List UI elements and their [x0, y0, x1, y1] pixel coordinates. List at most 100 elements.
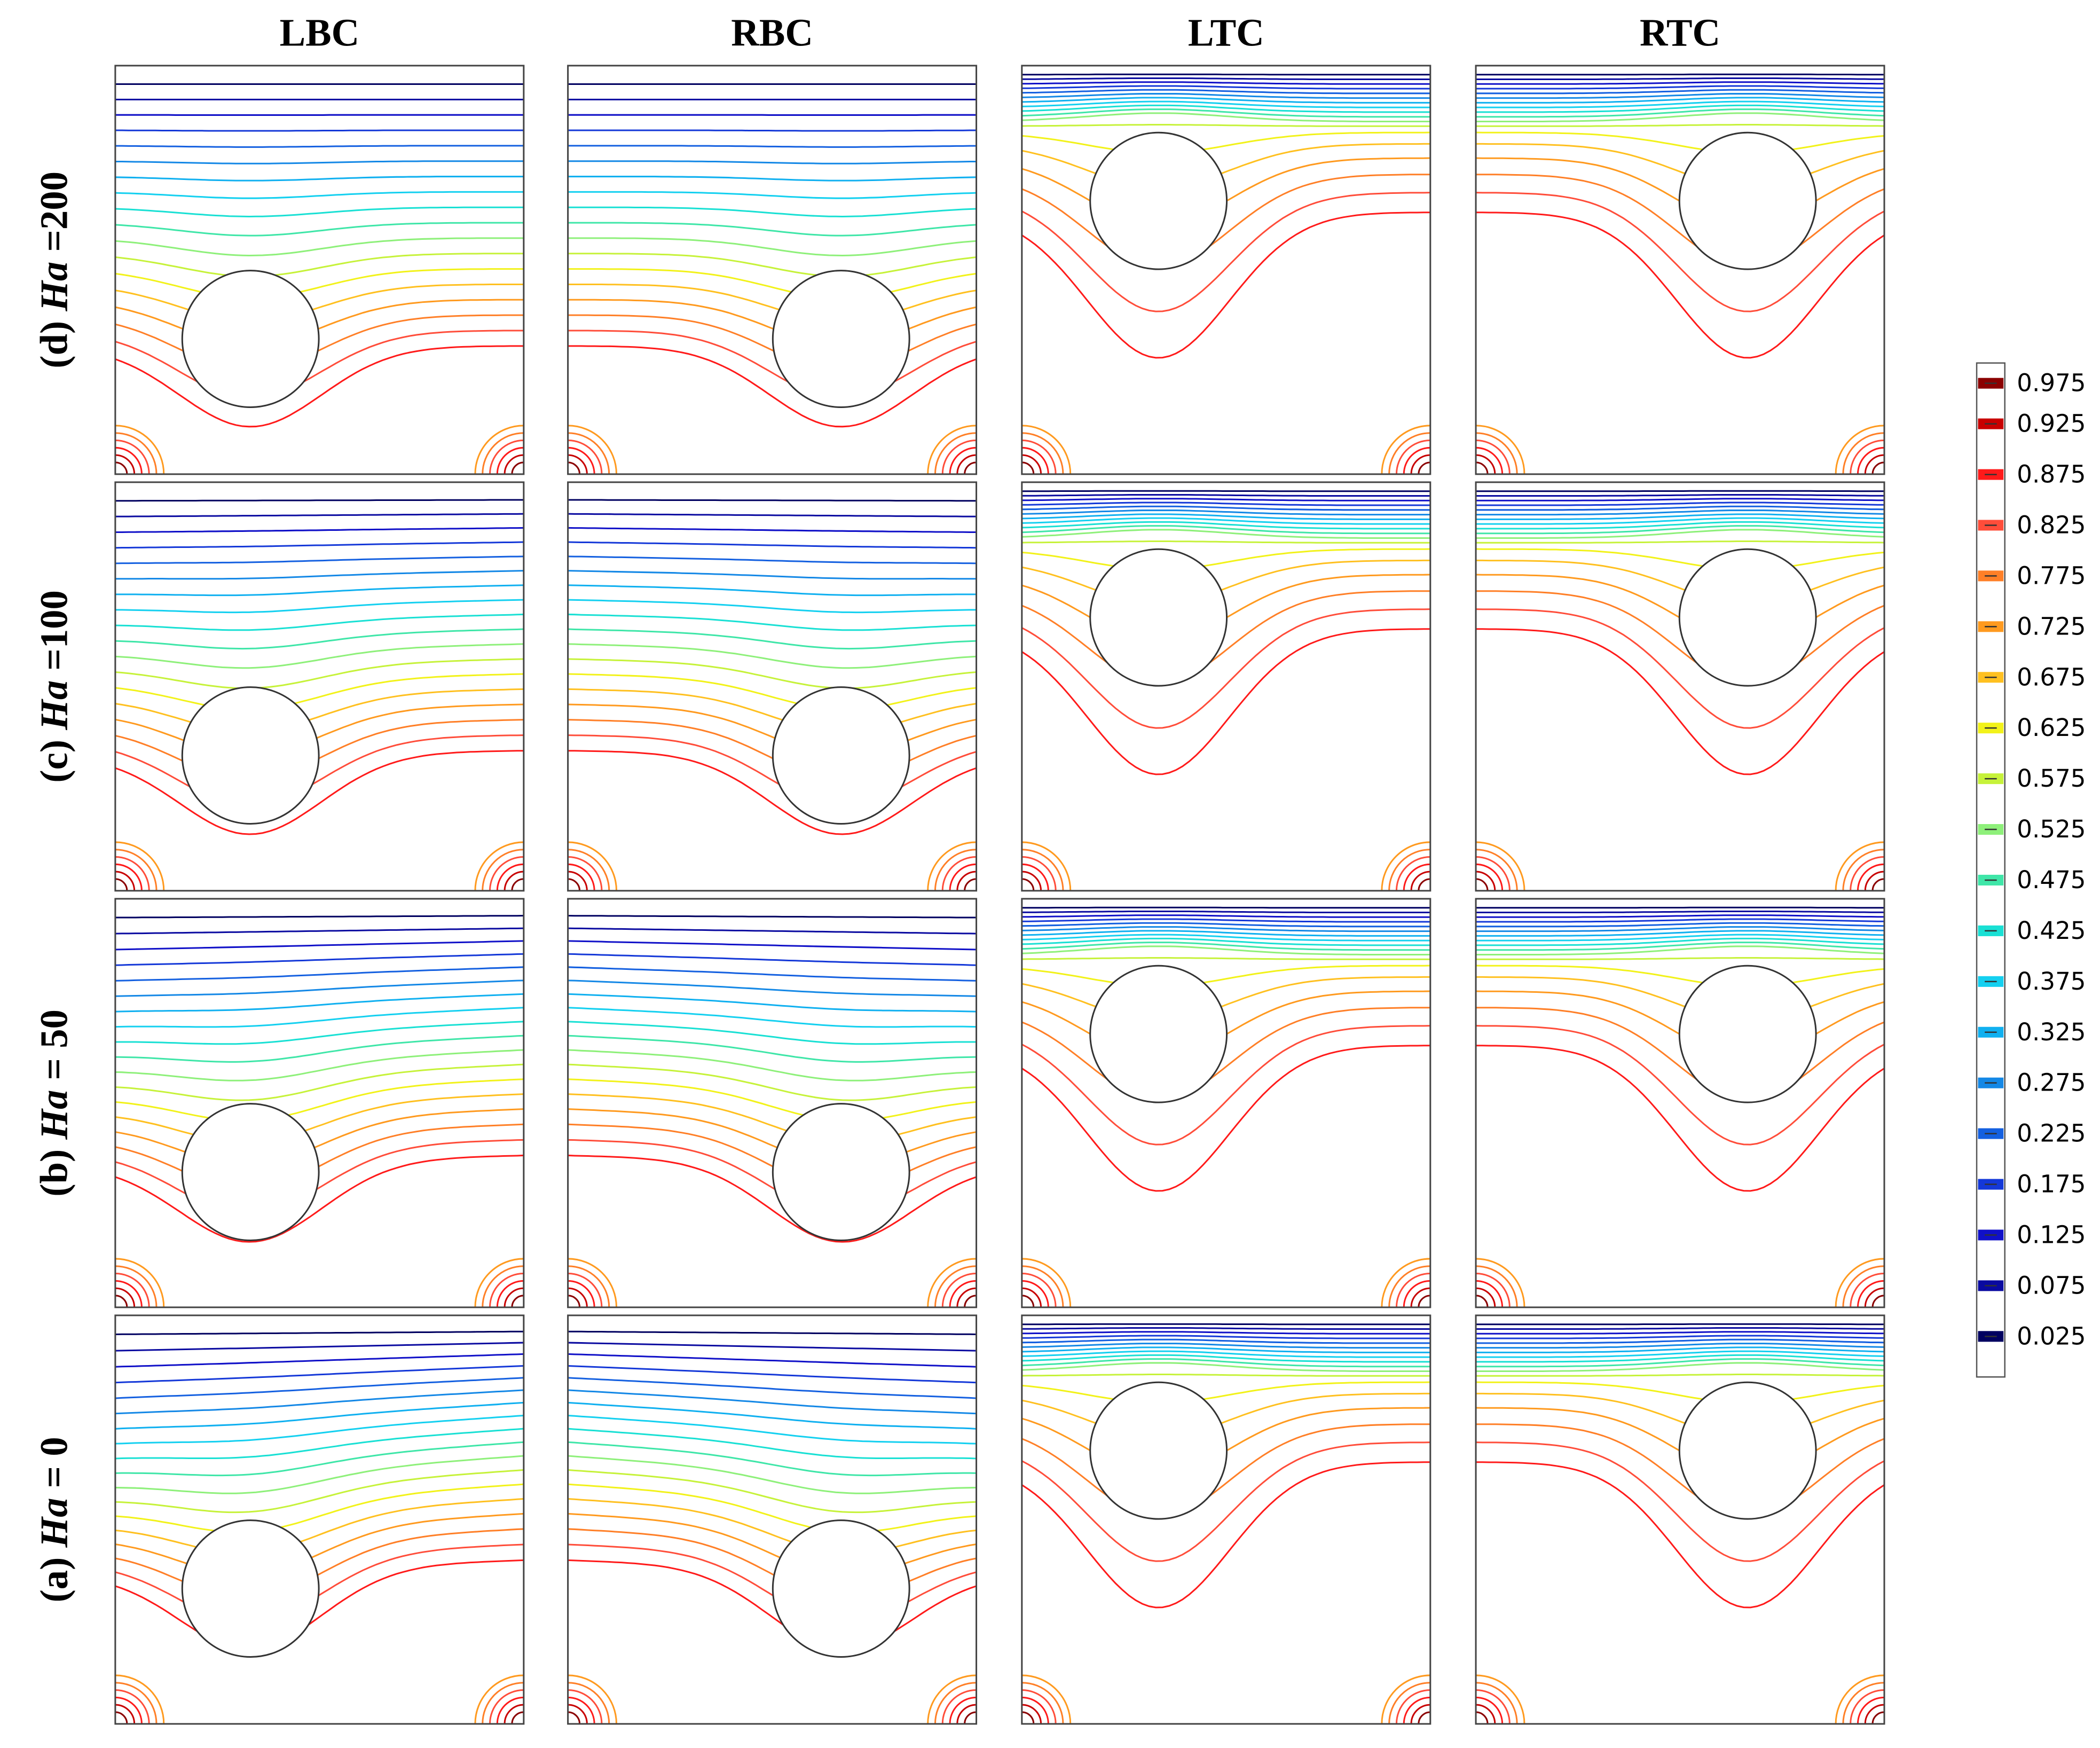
contour-line: [1410, 1287, 1430, 1307]
contour-line: [1021, 871, 1042, 891]
contour-line: [568, 849, 610, 891]
contour-line: [1021, 505, 1430, 511]
contour-line: [1476, 1354, 1885, 1363]
row-label-variable: Ha: [33, 262, 76, 312]
contour-line: [115, 856, 150, 891]
contour-line: [1476, 1346, 1885, 1353]
contour-line: [927, 425, 977, 474]
colorbar-tick-label: 0.875: [2017, 460, 2086, 489]
row-label: (b) Ha = 50: [33, 1009, 76, 1197]
contour-line: [1476, 1343, 1885, 1349]
contour-line: [1476, 1287, 1496, 1307]
contour-line: [949, 1696, 977, 1724]
contour-line: [1476, 174, 1885, 269]
contour-line: [949, 446, 977, 474]
contour-line: [115, 1543, 524, 1625]
contour-line: [482, 1682, 524, 1724]
contour-line: [1021, 841, 1072, 891]
contour-line: [511, 1295, 524, 1307]
contour-line: [1476, 1350, 1885, 1358]
contour-line: [927, 841, 977, 891]
panel-frame: [1021, 1314, 1432, 1725]
contour-line: [956, 871, 977, 891]
panel: [1476, 906, 1885, 1307]
contour-line: [1021, 1265, 1064, 1307]
contour-line: [1476, 957, 1885, 960]
contour-line: [1476, 1338, 1885, 1344]
contour-line: [115, 1034, 524, 1063]
colorbar-tick-label: 0.325: [2017, 1018, 2086, 1046]
contour-line: [568, 1295, 581, 1307]
contour-line: [115, 191, 524, 199]
panel: [568, 499, 977, 891]
contour-line: [1381, 1674, 1430, 1724]
contour-line: [1476, 509, 1885, 516]
contour-line: [115, 1273, 150, 1307]
contour-line: [115, 719, 524, 781]
contour-line: [568, 1021, 977, 1045]
contour-line: [1476, 1280, 1504, 1307]
contour-line: [568, 584, 977, 597]
contour-line: [115, 613, 524, 631]
contour-line: [1021, 425, 1072, 474]
contour-line: [568, 499, 977, 502]
contour-line: [115, 688, 524, 733]
contour-line: [1476, 100, 1885, 108]
contour-line: [568, 750, 977, 835]
contour-line: [1476, 926, 1885, 932]
colorbar-tick-label: 0.625: [2017, 714, 2086, 742]
contour-line: [115, 176, 524, 182]
contour-line: [568, 1342, 977, 1352]
contour-line: [568, 1280, 595, 1307]
contour-line: [115, 253, 524, 278]
contour-line: [568, 1063, 977, 1101]
contour-line: [1418, 878, 1430, 891]
contour-line: [1410, 1704, 1430, 1724]
contour-line: [1476, 841, 1525, 891]
cylinder: [181, 1103, 320, 1241]
contour-line: [1476, 513, 1885, 520]
contour-line: [1476, 1045, 1885, 1192]
contour-line: [1476, 590, 1885, 685]
contour-line: [1857, 1280, 1885, 1307]
contour-line: [568, 688, 977, 733]
contour-line: [1842, 1682, 1885, 1724]
panel-frame: [114, 898, 525, 1308]
contour-line: [1021, 548, 1430, 571]
contour-line: [511, 878, 524, 891]
contour-line: [1021, 446, 1049, 474]
contour-line: [568, 1377, 977, 1399]
contour-line: [1021, 1381, 1430, 1404]
contour-line: [1395, 856, 1430, 891]
contour-line: [504, 871, 524, 891]
cylinder: [772, 1519, 910, 1658]
panel-frame: [1021, 481, 1432, 892]
contour-line: [568, 1689, 603, 1724]
contour-line: [1850, 856, 1885, 891]
panel: [1476, 73, 1885, 474]
contour-line: [1021, 498, 1430, 501]
row-label-value: =100: [33, 590, 76, 671]
contour-line: [1021, 1295, 1035, 1307]
column-header: RTC: [1640, 11, 1720, 54]
colorbar-tick-label: 0.725: [2017, 612, 2086, 640]
contour-line: [1021, 93, 1430, 99]
contour-line: [1476, 849, 1518, 891]
row-label-prefix: (d): [33, 321, 76, 369]
panel-frame: [114, 65, 525, 475]
contour-line: [1871, 1295, 1885, 1307]
colorbar-tick-label: 0.225: [2017, 1119, 2086, 1148]
contour-line: [1021, 1362, 1430, 1372]
contour-line: [568, 613, 977, 631]
row-label-value: = 50: [33, 1009, 76, 1080]
contour-line: [1850, 1689, 1885, 1724]
contour-line: [115, 953, 524, 966]
contour-line: [568, 673, 977, 711]
contour-line: [1476, 945, 1885, 955]
contour-line: [964, 1711, 977, 1724]
contour-line: [1021, 937, 1430, 946]
contour-line: [568, 425, 618, 474]
contour-line: [489, 440, 524, 474]
panel: [1476, 1323, 1885, 1724]
